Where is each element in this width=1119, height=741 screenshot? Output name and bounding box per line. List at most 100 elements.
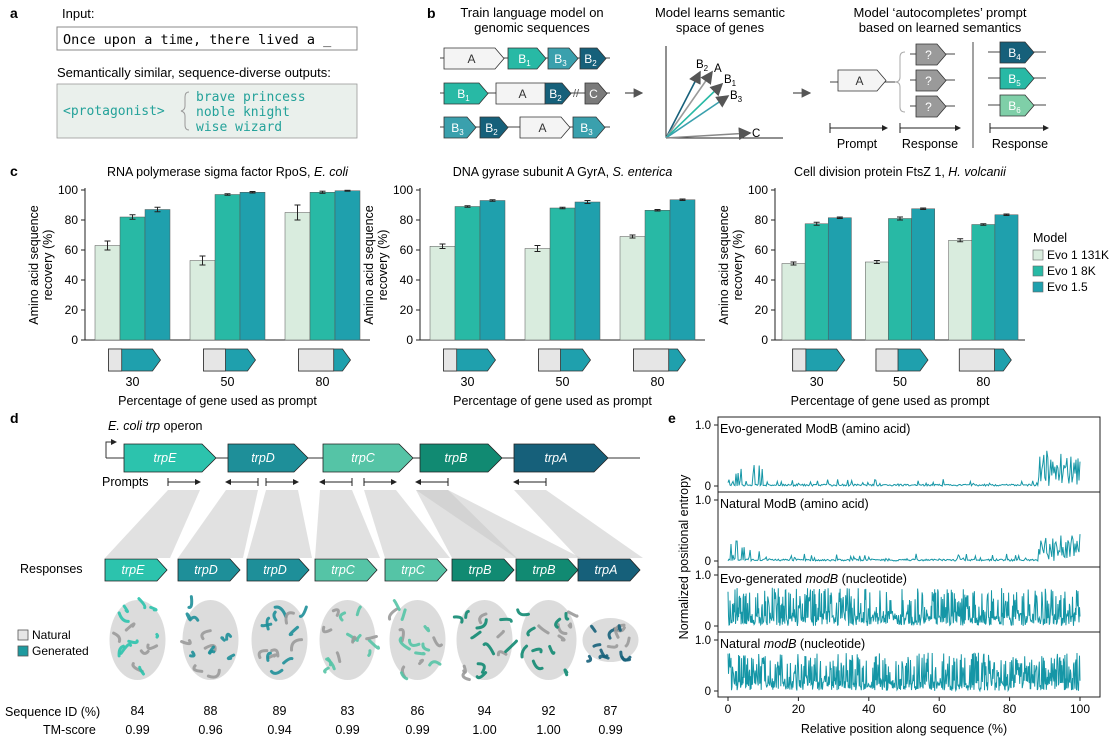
structure-strand bbox=[270, 648, 280, 658]
structure-strand bbox=[537, 624, 550, 635]
structure-strand bbox=[475, 671, 488, 680]
bar-evo1131k-50 bbox=[524, 248, 551, 341]
response-gene-label-trpC: trpC bbox=[401, 563, 426, 577]
entropy-track-4: 1.0 0 Natural modB (nucleotide) bbox=[695, 631, 1100, 698]
x-axis-label: Percentage of gene used as prompt bbox=[453, 394, 652, 408]
y-tick-label: 40 bbox=[65, 273, 79, 287]
structure-strand bbox=[355, 633, 362, 642]
gene-B2-r1-subscript: 2 bbox=[592, 59, 597, 68]
projection-shape bbox=[105, 490, 200, 558]
track-label-plain: Evo-generated ModB (amino acid) bbox=[720, 422, 910, 436]
structure-strand bbox=[399, 671, 409, 681]
tm-value: 1.00 bbox=[472, 723, 496, 737]
structure-strand bbox=[367, 649, 372, 657]
y-axis-label-line2: recovery (%) bbox=[731, 230, 745, 301]
response-gene-label-trpD: trpD bbox=[194, 563, 218, 577]
gene-B3-r3b-subscript: 3 bbox=[588, 128, 593, 137]
seqid-value: 86 bbox=[411, 704, 425, 718]
structure-strand bbox=[272, 610, 278, 622]
structure-natural bbox=[456, 600, 513, 680]
entropy-track-1: 1.0 0 Evo-generated ModB (amino acid) bbox=[695, 420, 1081, 493]
structure-strand bbox=[452, 615, 464, 624]
structure-strand bbox=[124, 622, 136, 632]
seqid-value: 92 bbox=[542, 704, 556, 718]
y-tick-label: 0 bbox=[406, 333, 413, 347]
x-tick-label: 40 bbox=[862, 702, 876, 716]
legend-title: Model bbox=[1033, 231, 1067, 245]
structure-strand bbox=[620, 655, 632, 662]
gene-A-r3-label: A bbox=[538, 121, 546, 135]
track-label-suffix: (nucleotide) bbox=[838, 572, 907, 586]
bar-chart-3: Cell division protein FtsZ 1, H. volcani… bbox=[717, 165, 1025, 408]
response-gene-trpD bbox=[246, 558, 310, 582]
response-gene-B5-subscript: 5 bbox=[1016, 79, 1021, 88]
prompt-glyph-prompt-part bbox=[633, 348, 670, 372]
structure-strand bbox=[462, 664, 467, 674]
tm-value: 1.00 bbox=[536, 723, 560, 737]
vector-B3 bbox=[665, 95, 730, 139]
structure-strand bbox=[321, 625, 333, 634]
y-tick-label: 100 bbox=[393, 183, 413, 197]
response-brace bbox=[894, 51, 906, 113]
y-axis-label: Normalized positional entropy bbox=[677, 474, 691, 639]
x-axis-label: Percentage of gene used as prompt bbox=[791, 394, 990, 408]
seqid-value: 83 bbox=[341, 704, 355, 718]
operon-gene-trpB bbox=[419, 443, 503, 473]
structure-strand bbox=[112, 631, 122, 643]
x-tick-label: 50 bbox=[893, 375, 907, 389]
chart-title: RNA polymerase sigma factor RpoS, E. col… bbox=[107, 165, 349, 179]
structure-strand bbox=[282, 657, 294, 665]
x-axis-label: Percentage of gene used as prompt bbox=[118, 394, 317, 408]
chart-title-species: S. enterica bbox=[613, 165, 673, 179]
step2-line1: Model learns semantic bbox=[655, 5, 786, 20]
structure-strand bbox=[526, 626, 536, 637]
bar-evo18k-80 bbox=[971, 224, 996, 341]
y-axis-label-line1: Amino acid sequence bbox=[362, 205, 376, 325]
track-label-plain: Natural bbox=[720, 637, 764, 651]
track-label: Natural ModB (amino acid) bbox=[720, 497, 869, 511]
y-axis-label: Amino acid sequencerecovery (%) bbox=[362, 205, 390, 325]
y-tick-label: 20 bbox=[755, 303, 769, 317]
vector-label-B3-subscript: 3 bbox=[738, 95, 743, 104]
bar-evo15-80 bbox=[994, 214, 1019, 341]
structure-strand bbox=[398, 628, 405, 643]
prompts-label: Prompts bbox=[102, 475, 149, 489]
structure-strand bbox=[267, 653, 277, 660]
bar-evo1131k-30 bbox=[781, 263, 806, 341]
structure-strand bbox=[496, 650, 508, 657]
x-axis-label: Relative position along sequence (%) bbox=[801, 722, 1007, 736]
legend-generated-label: Generated bbox=[32, 644, 89, 658]
bar-chart-2: DNA gyrase subunit A GyrA, S. enterica 0 2… bbox=[362, 165, 705, 408]
prompt-glyph-prompt-part bbox=[875, 348, 899, 372]
structure-strand bbox=[566, 610, 579, 618]
structure-strand bbox=[423, 625, 431, 633]
option-1: brave princess bbox=[196, 90, 306, 105]
vector-label-B3: B3 bbox=[730, 90, 743, 104]
seqid-value: 94 bbox=[478, 704, 492, 718]
protein-structure-trpD bbox=[251, 600, 308, 680]
chart-title: DNA gyrase subunit A GyrA, S. enterica bbox=[453, 165, 673, 179]
bar-evo18k-50 bbox=[214, 194, 241, 341]
y-tick-label: 80 bbox=[65, 213, 79, 227]
prompt-glyph-prompt-part bbox=[538, 348, 561, 372]
y-axis-label: Amino acid sequencerecovery (%) bbox=[717, 205, 745, 325]
structure-strand bbox=[188, 615, 200, 622]
step3-line2: based on learned semantics bbox=[859, 20, 1022, 35]
structure-strand bbox=[284, 611, 295, 625]
seqid-value: 84 bbox=[131, 704, 145, 718]
bar-evo1131k-80 bbox=[619, 236, 646, 341]
response-unknown-3-label: ? bbox=[925, 100, 932, 114]
structure-strand bbox=[298, 605, 308, 618]
bar-evo18k-30 bbox=[804, 223, 829, 341]
y-tick-label: 1.0 bbox=[695, 495, 711, 507]
step2-line2: space of genes bbox=[676, 20, 765, 35]
seqid-label: Sequence ID (%) bbox=[5, 705, 100, 719]
input-label: Input: bbox=[62, 6, 95, 21]
structure-strand bbox=[398, 636, 411, 651]
response-gene-B4-subscript: 4 bbox=[1016, 53, 1021, 62]
structure-strand bbox=[260, 622, 273, 628]
structure-strand bbox=[119, 642, 133, 655]
structure-natural bbox=[251, 600, 308, 680]
